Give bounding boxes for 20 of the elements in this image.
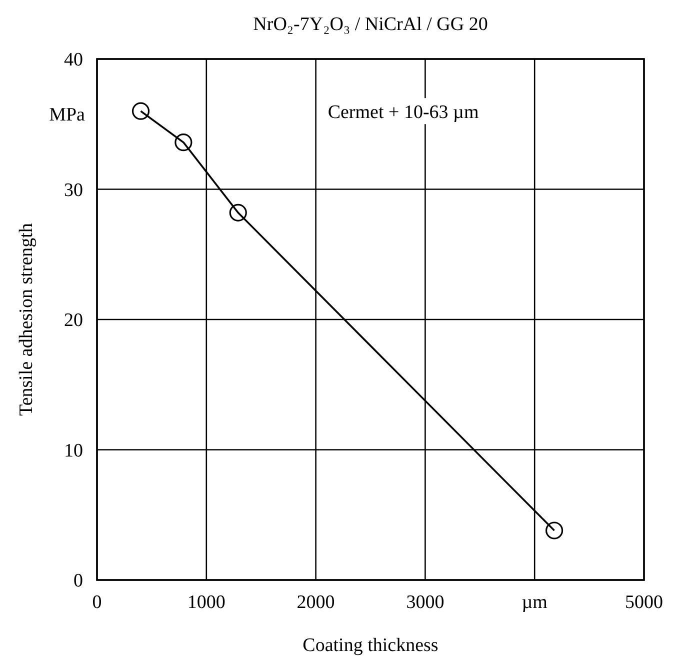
y-tick-label: 10 bbox=[64, 440, 83, 462]
x-tick-label: 2000 bbox=[296, 592, 335, 613]
x-tick-label: 3000 bbox=[406, 592, 444, 613]
y-tick-label: 30 bbox=[64, 180, 83, 201]
x-tick-label: µm bbox=[522, 592, 548, 613]
y-axis-title: Tensile adhesion strength bbox=[16, 222, 37, 416]
y-tick-label: 20 bbox=[64, 310, 83, 332]
chart-title: NrO₂-7Y₂O₃ / NiCrAl / GG 20 bbox=[253, 14, 488, 35]
point bbox=[174, 134, 192, 152]
text: MPa bbox=[49, 104, 86, 126]
x-tick-label: 0 bbox=[92, 592, 102, 613]
point bbox=[132, 102, 150, 120]
x-axis-title: Coating thickness bbox=[302, 635, 438, 656]
y-tick-label: 40 bbox=[64, 50, 83, 71]
point bbox=[229, 204, 247, 222]
annotation: Cermet + 10-63 µm bbox=[328, 102, 480, 123]
x-tick-label: 5000 bbox=[625, 592, 663, 613]
x-tick-label: 1000 bbox=[187, 592, 226, 613]
point bbox=[545, 522, 564, 540]
y-tick-label: 0 bbox=[74, 570, 83, 592]
